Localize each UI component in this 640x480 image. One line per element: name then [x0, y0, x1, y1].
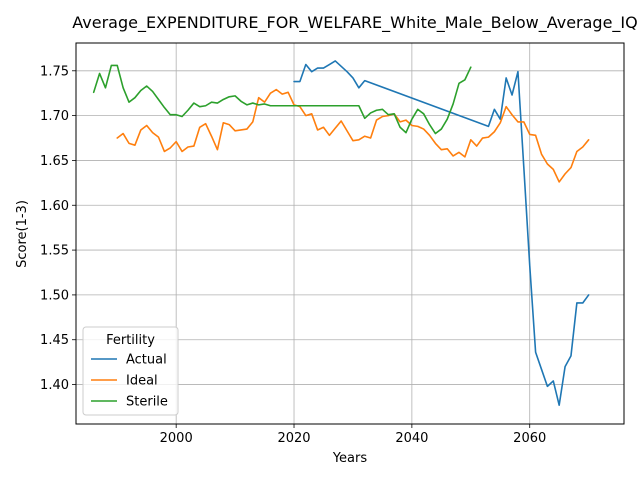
y-tick-label: 1.60: [40, 199, 69, 214]
x-tick-label: 2040: [395, 431, 428, 446]
y-tick-label: 1.75: [40, 64, 69, 79]
x-tick-label: 2000: [160, 431, 193, 446]
legend-label-ideal: Ideal: [126, 374, 158, 389]
legend-label-sterile: Sterile: [126, 395, 168, 410]
y-tick-label: 1.55: [40, 244, 69, 259]
x-tick-label: 2060: [513, 431, 546, 446]
y-tick-label: 1.45: [40, 333, 69, 348]
x-tick-label: 2020: [277, 431, 310, 446]
x-axis-label: Years: [332, 451, 368, 466]
y-tick-label: 1.50: [40, 288, 69, 303]
chart-title: Average_EXPENDITURE_FOR_WELFARE_White_Ma…: [72, 13, 638, 33]
y-tick-label: 1.70: [40, 109, 69, 124]
y-tick-label: 1.65: [40, 154, 69, 169]
legend-label-actual: Actual: [126, 353, 167, 368]
legend: Fertility Actual Ideal Sterile: [83, 327, 178, 415]
y-axis-label: Score(1-3): [15, 200, 30, 268]
y-tick-label: 1.40: [40, 378, 69, 393]
legend-title: Fertility: [106, 333, 155, 348]
